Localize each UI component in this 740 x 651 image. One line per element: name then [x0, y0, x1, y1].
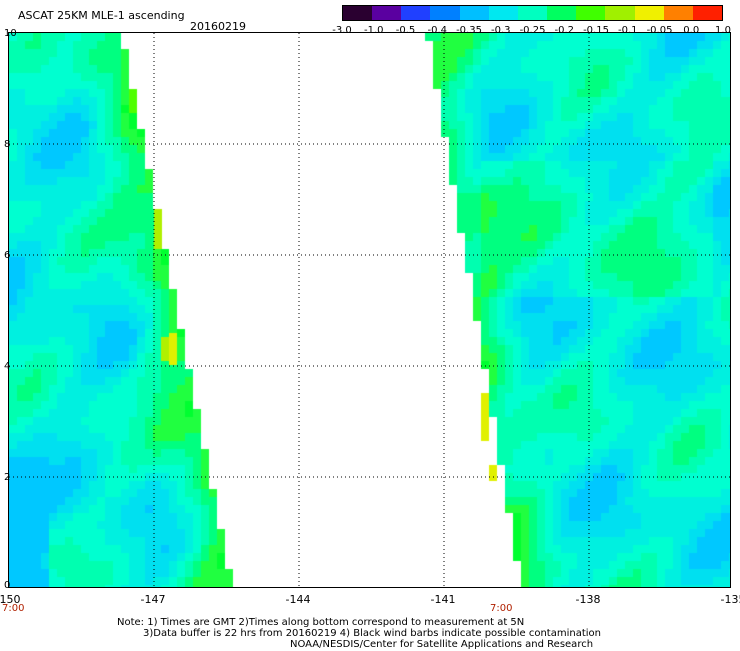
- colorbar-label: -0.05: [646, 25, 673, 36]
- colorbar-segment: [692, 6, 723, 20]
- swath-time-right: 7:00: [490, 603, 513, 614]
- colorbar-segment: [634, 6, 664, 20]
- colorbar-segment: [343, 6, 373, 20]
- note-line-2: 3)Data buffer is 22 hrs from 20160219 4)…: [143, 628, 601, 639]
- colorbar-segment: [576, 6, 606, 20]
- colorbar-label: -0.3: [490, 25, 511, 36]
- colorbar-label: -0.2: [554, 25, 574, 36]
- plot-title: ASCAT 25KM MLE-1 ascending: [18, 9, 185, 22]
- colorbar-segment: [547, 6, 577, 20]
- colorbar-label: -0.1: [617, 25, 638, 36]
- swath-field: [9, 33, 730, 587]
- colorbar-label: -0.35: [456, 25, 482, 36]
- colorbar-segment: [605, 6, 635, 20]
- y-tick-label: 10: [4, 28, 17, 39]
- x-tick-label: -135: [720, 593, 740, 606]
- colorbar-segment: [401, 6, 431, 20]
- y-tick-label: 2: [4, 472, 11, 483]
- colorbar-label: 0.0: [683, 25, 700, 36]
- note-line-3: NOAA/NESDIS/Center for Satellite Applica…: [290, 639, 594, 650]
- x-tick-label: -144: [285, 593, 311, 606]
- map-plot-area: [8, 32, 731, 588]
- x-tick-label: -147: [140, 593, 166, 606]
- colorbar: [342, 5, 723, 21]
- colorbar-segment: [430, 6, 460, 20]
- y-tick-label: 8: [4, 139, 11, 150]
- x-tick-label: -150: [0, 593, 21, 606]
- colorbar-segment: [663, 6, 693, 20]
- colorbar-segment: [459, 6, 489, 20]
- y-tick-label: 6: [4, 250, 11, 261]
- colorbar-label: -0.25: [519, 25, 546, 36]
- y-tick-label: 4: [4, 361, 11, 372]
- colorbar-label: -1.0: [363, 25, 384, 36]
- colorbar-label: -0.4: [427, 25, 447, 36]
- plot-date: 20160219: [190, 20, 246, 33]
- swath-time-left: 7:00: [2, 603, 25, 614]
- x-tick-label: -138: [575, 593, 601, 606]
- note-line-1: Note: 1) Times are GMT 2)Times along bot…: [117, 617, 525, 628]
- colorbar-label: -0.15: [583, 25, 609, 36]
- colorbar-segment: [517, 6, 548, 20]
- colorbar-label: 1.0: [715, 25, 731, 36]
- colorbar-segment: [372, 6, 402, 20]
- colorbar-label: -3.0: [332, 25, 352, 36]
- colorbar-segment: [488, 6, 518, 20]
- x-tick-label: -141: [430, 593, 456, 606]
- colorbar-label: -0.5: [395, 25, 416, 36]
- y-tick-label: 0: [4, 580, 11, 591]
